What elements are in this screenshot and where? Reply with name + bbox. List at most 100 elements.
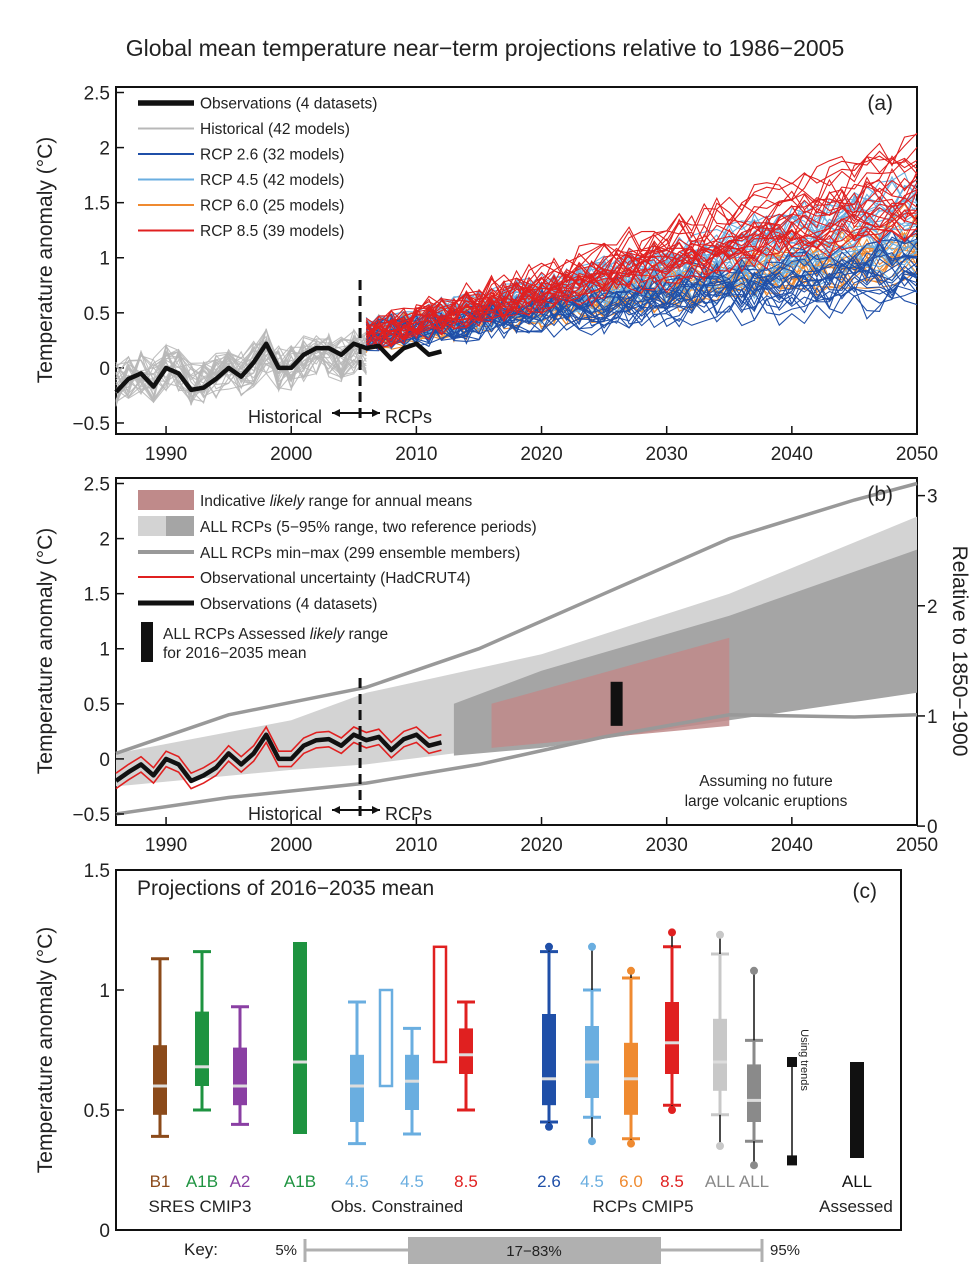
category-label: 8.5 bbox=[660, 1172, 684, 1191]
rcp26-model-line bbox=[365, 242, 918, 347]
panel-b-right-tick-label: 3 bbox=[927, 487, 938, 508]
obs-uncertainty-lower-line bbox=[115, 740, 442, 790]
category-label: A2 bbox=[230, 1172, 251, 1191]
category-label: 6.0 bbox=[619, 1172, 643, 1191]
legend-a-label: RCP 8.5 (39 models) bbox=[200, 223, 344, 240]
hollow-range-bar bbox=[378, 988, 394, 1088]
panel-a-rcps-label: RCPs bbox=[385, 407, 432, 427]
legend-a-label: RCP 2.6 (32 models) bbox=[200, 147, 344, 164]
minmax-lower-line bbox=[115, 713, 918, 816]
box-min-dot bbox=[750, 1161, 758, 1170]
panel-c-ytick-label: 1.5 bbox=[84, 861, 110, 882]
figure-title: Global mean temperature near−term projec… bbox=[126, 35, 845, 61]
category-label: ALL bbox=[705, 1172, 735, 1191]
historical-model-line bbox=[115, 341, 367, 402]
panel-c-title: Projections of 2016−2035 mean bbox=[137, 877, 434, 900]
panel-b-xtick-label: 2020 bbox=[520, 835, 562, 856]
box-iqr bbox=[459, 1028, 473, 1074]
rcp85-model-line bbox=[366, 228, 918, 348]
panel-c-label: (c) bbox=[853, 880, 878, 903]
box-iqr bbox=[713, 1018, 727, 1091]
panel-b-arrow-left-head bbox=[332, 806, 340, 814]
panel-a-xtick-label: 2020 bbox=[520, 444, 562, 465]
panel-a-xtick-label: 2000 bbox=[270, 444, 312, 465]
panel-c-ytick-label: 0.5 bbox=[84, 1101, 110, 1122]
panel-b-ytick-label: 1 bbox=[99, 640, 110, 661]
panel-b-ytick-label: −0.5 bbox=[72, 805, 110, 826]
panel-b-label: (b) bbox=[867, 483, 893, 506]
panel-b-right-tick-label: 2 bbox=[927, 597, 938, 618]
group-label-obs-constrained: Obs. Constrained bbox=[331, 1197, 463, 1216]
panel-b-right-tick-label: 1 bbox=[927, 707, 938, 728]
using-trends-cap-bottom bbox=[787, 1155, 797, 1166]
using-trends-label: Using trends bbox=[798, 1029, 810, 1091]
panel-a-arrow-left-head bbox=[332, 409, 340, 417]
panel-a-ytick-label: 1.5 bbox=[84, 194, 110, 215]
legend-a-label: RCP 6.0 (25 models) bbox=[200, 198, 344, 215]
panel-b-arrow-right-head bbox=[372, 806, 380, 814]
legend-b-light-swatch bbox=[138, 516, 166, 536]
panel-b-right-tick-label: 0 bbox=[927, 817, 938, 838]
panel-c-frame bbox=[115, 869, 902, 1231]
legend-b-observations-label: Observations (4 datasets) bbox=[200, 596, 377, 613]
category-label: 4.5 bbox=[400, 1172, 424, 1191]
category-label: A1B bbox=[186, 1172, 218, 1191]
rcp85-model-line bbox=[366, 209, 918, 348]
observations-line bbox=[114, 341, 442, 394]
range-bar bbox=[293, 942, 307, 1134]
panel-b-ytick-label: 0.5 bbox=[84, 695, 110, 716]
panel-b-ylabel: Temperature anomaly (°C) bbox=[34, 528, 57, 774]
category-label: B1 bbox=[150, 1172, 171, 1191]
historical-model-line bbox=[115, 334, 367, 399]
box-min-dot bbox=[716, 1142, 724, 1150]
panel-a-label: (a) bbox=[867, 92, 893, 115]
legend-b-minmax-label: ALL RCPs min−max (299 ensemble members) bbox=[200, 545, 520, 562]
box-min-dot bbox=[545, 1122, 553, 1131]
box-max-dot bbox=[716, 930, 724, 939]
panel-b-ytick-label: 1.5 bbox=[84, 585, 110, 606]
category-label: ALL bbox=[739, 1172, 769, 1191]
obs-uncertainty-upper-line bbox=[115, 725, 442, 775]
category-label: 2.6 bbox=[537, 1172, 561, 1191]
panel-a: Temperature anomaly (°C) 2.5 2 1.5 1 0.5 0 −0.… bbox=[34, 84, 938, 465]
panel-b-ytick-label: 2.5 bbox=[84, 475, 110, 496]
rcp85-model-line bbox=[365, 192, 918, 343]
key-label: Key: bbox=[184, 1240, 218, 1259]
panel-c-ytick-label: 1 bbox=[99, 981, 110, 1002]
panel-a-ytick-label: −0.5 bbox=[72, 414, 110, 435]
panel-b-xtick-label: 2010 bbox=[395, 835, 437, 856]
box-min-dot bbox=[668, 1106, 676, 1114]
box-iqr bbox=[350, 1054, 364, 1122]
panel-c: Temperature anomaly (°C) Projections of … bbox=[34, 861, 902, 1242]
panel-a-ytick-label: 0.5 bbox=[84, 304, 110, 325]
box-iqr bbox=[153, 1045, 167, 1115]
legend-b-5-95-label: ALL RCPs (5−95% range, two reference per… bbox=[200, 519, 537, 536]
panel-b-xtick-label: 2030 bbox=[646, 835, 688, 856]
box-max-dot bbox=[750, 966, 758, 975]
panel-a-ytick-label: 0 bbox=[99, 359, 110, 380]
panel-b: Temperature anomaly (°C) Relative to 185… bbox=[34, 475, 970, 856]
panel-a-arrow-right-head bbox=[372, 409, 380, 417]
box-max-dot bbox=[627, 966, 635, 975]
panel-a-xtick-label: 1990 bbox=[145, 444, 187, 465]
panel-b-xtick-label: 1990 bbox=[145, 835, 187, 856]
panel-a-xtick-label: 2010 bbox=[395, 444, 437, 465]
panel-b-xtick-label: 2040 bbox=[771, 835, 813, 856]
observations-line bbox=[114, 732, 442, 784]
panel-c-ytick-label: 0 bbox=[99, 1221, 110, 1242]
category-label: A1B bbox=[284, 1172, 316, 1191]
historical-model-line bbox=[115, 343, 367, 384]
box-iqr bbox=[665, 1002, 679, 1074]
rcp85-model-line bbox=[366, 209, 918, 346]
rcp-5-95-light-band bbox=[116, 516, 917, 787]
key: Key: 5% 17−83% 95% bbox=[184, 1237, 800, 1264]
using-trends-cap-top bbox=[787, 1057, 797, 1067]
box-max-dot bbox=[588, 942, 596, 951]
rcp85-model-line bbox=[366, 155, 918, 349]
panel-b-historical-label: Historical bbox=[248, 804, 322, 824]
indicative-likely-range bbox=[491, 637, 730, 748]
panel-a-frame bbox=[115, 86, 918, 435]
rcp85-model-line bbox=[365, 155, 918, 339]
rcp26-model-line bbox=[365, 265, 918, 347]
legend-b-assessed-swatch bbox=[141, 622, 153, 662]
